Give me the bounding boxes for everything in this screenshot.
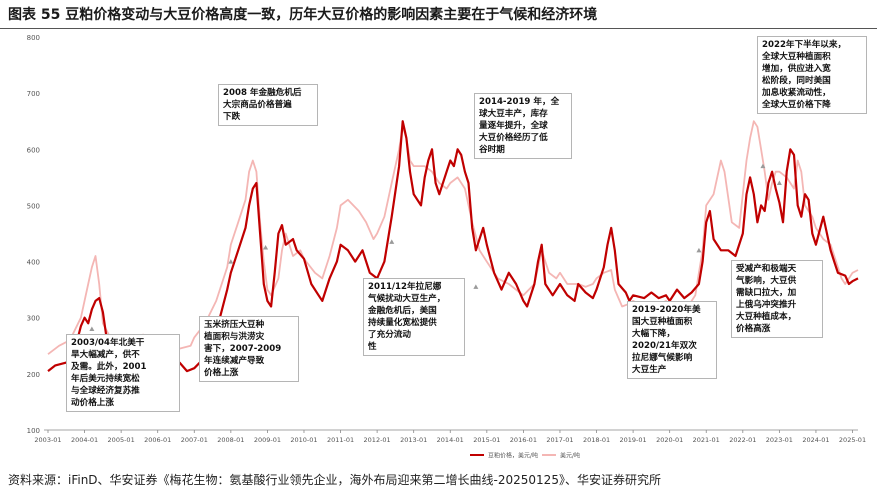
x-tick-label: 2023-01 bbox=[766, 436, 793, 444]
legend: 豆粕价格，美元/吨 美元/吨 bbox=[470, 452, 580, 460]
y-tick-label: 300 bbox=[27, 315, 40, 323]
x-tick-label: 2025-01 bbox=[839, 436, 866, 444]
x-tick-label: 2007-01 bbox=[181, 436, 208, 444]
annotation-marker bbox=[263, 245, 269, 250]
x-tick-label: 2003-01 bbox=[34, 436, 61, 444]
y-tick-label: 500 bbox=[27, 202, 40, 210]
y-tick-label: 600 bbox=[27, 146, 40, 154]
x-tick-label: 2019-01 bbox=[620, 436, 647, 444]
x-tick-label: 2022-01 bbox=[729, 436, 756, 444]
y-tick-label: 200 bbox=[27, 371, 40, 379]
x-tick-label: 2009-01 bbox=[254, 436, 281, 444]
annotation-markers bbox=[89, 163, 782, 331]
annotation-marker bbox=[760, 163, 766, 169]
x-tick-label: 2004-01 bbox=[71, 436, 98, 444]
x-tick-label: 2024-01 bbox=[802, 436, 829, 444]
x-tick-label: 2008-01 bbox=[217, 436, 244, 444]
x-tick-label: 2011-01 bbox=[327, 436, 354, 444]
annotation-marker bbox=[473, 284, 479, 289]
x-tick-label: 2016-01 bbox=[510, 436, 537, 444]
x-tick-label: 2012-01 bbox=[364, 436, 391, 444]
annotation-2011-la-nina: 2011/12年拉尼娜 气候扰动大豆生产， 金融危机后，美国 持续量化宽松提供 … bbox=[363, 278, 465, 356]
y-tick-label: 100 bbox=[27, 427, 40, 435]
annotation-marker bbox=[696, 247, 702, 253]
y-tick-label: 800 bbox=[27, 34, 40, 42]
annotation-2014-2019-glut: 2014-2019 年，全 球大豆丰产，库存 量逐年提升，全球 大豆价格经历了低… bbox=[474, 93, 572, 159]
annotation-marker bbox=[776, 180, 782, 185]
x-axis: 2003-01 2004-01 2005-01 2006-01 2007-01 2008-… bbox=[34, 429, 866, 444]
x-tick-label: 2013-01 bbox=[400, 436, 427, 444]
annotation-2022-decline: 2022年下半年以来， 全球大豆种植面积 增加，供应进入宽 松阶段，同时美国 加… bbox=[757, 36, 867, 114]
x-tick-label: 2014-01 bbox=[437, 436, 464, 444]
legend-label: 豆粕价格，美元/吨 bbox=[488, 452, 538, 460]
annotation-marker bbox=[228, 259, 234, 264]
chart-title: 图表 55 豆粕价格变动与大豆价格高度一致，历年大豆价格的影响因素主要在于气候和… bbox=[8, 7, 598, 23]
annotation-2007-2009-reduction: 玉米挤压大豆种 植面积与洪涝灾 害下，2007-2009 年连续减产导致 价格上… bbox=[199, 316, 299, 382]
x-tick-label: 2021-01 bbox=[693, 436, 720, 444]
source-note: 资料来源：iFinD、华安证券《梅花生物：氨基酸行业领先企业，海外布局迎来第二增… bbox=[8, 473, 661, 487]
annotation-2003-drought: 2003/04年北美干 旱大幅减产，供不 及需。此外，2001 年后美元持续宽松… bbox=[66, 334, 180, 412]
annotation-marker bbox=[389, 239, 395, 244]
x-tick-label: 2020-01 bbox=[656, 436, 683, 444]
y-axis: 100 200 300 400 500 600 700 800 bbox=[27, 34, 40, 435]
annotation-marker bbox=[89, 326, 95, 331]
x-tick-label: 2005-01 bbox=[108, 436, 135, 444]
x-tick-label: 2006-01 bbox=[144, 436, 171, 444]
y-tick-label: 400 bbox=[27, 259, 40, 267]
series-line-soybean bbox=[47, 120, 859, 356]
x-tick-label: 2018-01 bbox=[583, 436, 610, 444]
annotation-2019-2020-area: 2019-2020年美 国大豆种植面积 大幅下降， 2020/21年双次 拉尼娜… bbox=[627, 301, 717, 379]
y-tick-label: 700 bbox=[27, 90, 40, 98]
legend-label: 美元/吨 bbox=[560, 452, 580, 460]
title-divider bbox=[0, 28, 877, 29]
annotation-2008-financial-crisis: 2008 年金融危机后 大宗商品价格普遍 下跌 bbox=[218, 84, 318, 126]
x-tick-label: 2010-01 bbox=[290, 436, 317, 444]
x-tick-label: 2015-01 bbox=[473, 436, 500, 444]
annotation-2023-shortage: 受减产和极端天 气影响，大豆供 需缺口拉大，加 上俄乌冲突推升 大豆种植成本， … bbox=[731, 260, 823, 338]
x-tick-label: 2017-01 bbox=[546, 436, 573, 444]
